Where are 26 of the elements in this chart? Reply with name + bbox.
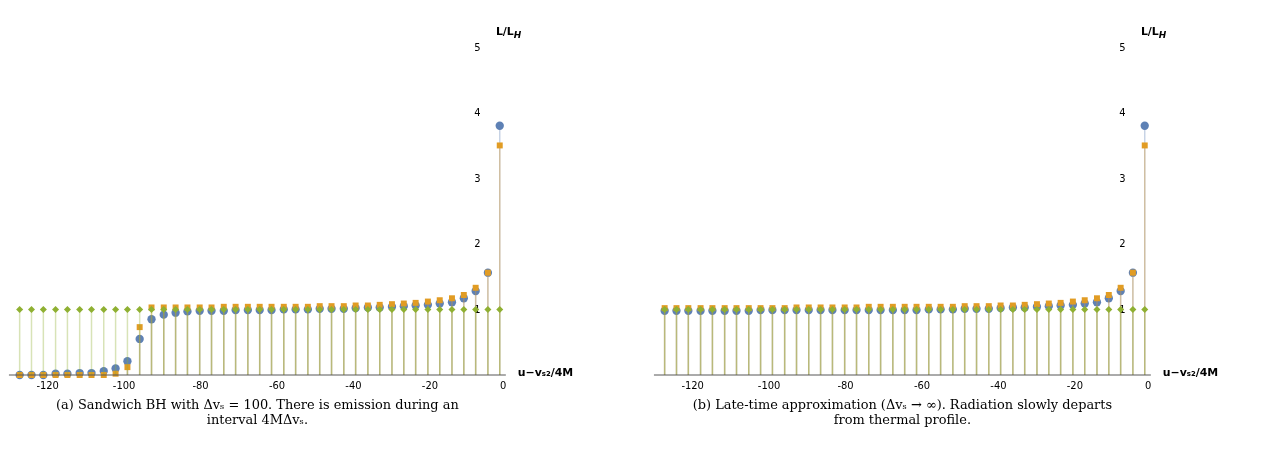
x-tick-label: -20: [1066, 380, 1084, 392]
x-tick-label: -40: [345, 380, 362, 392]
x-tick-label: -100: [757, 380, 781, 392]
y-tick-label: 5: [1119, 41, 1126, 53]
y-tick-label: 5: [474, 41, 481, 53]
y-tick-label: 2: [1119, 238, 1126, 250]
y-tick-label: 3: [1119, 172, 1126, 184]
y-tick-label: 4: [474, 107, 481, 119]
x-tick-label: 0: [1145, 380, 1152, 392]
x-tick-label: -60: [268, 380, 286, 392]
x-tick-label: -40: [990, 380, 1007, 392]
x-axis-title: u−vₛ₂/4M: [1162, 366, 1219, 380]
x-tick-label: -80: [837, 380, 854, 392]
x-tick-label: -100: [112, 380, 136, 392]
y-tick-label: 3: [474, 172, 481, 184]
x-tick-label: -20: [421, 380, 439, 392]
y-tick-label: 4: [1119, 107, 1126, 119]
x-tick-label: -80: [192, 380, 209, 392]
x-tick-label: 0: [500, 380, 507, 392]
x-tick-label: -120: [681, 380, 704, 392]
text: (b) Late-time approximation (Δvₛ → ∞). Radiation slowly departs from thermal profile.: [692, 396, 1113, 427]
x-axis-title: u−vₛ₂/4M: [517, 366, 574, 380]
x-tick-label: -120: [36, 380, 59, 392]
text: (a) Sandwich BH with Δvₛ = 100. There is emission during an interval 4MΔvₛ.: [56, 396, 459, 427]
y-tick-label: 2: [474, 238, 481, 250]
x-tick-label: -60: [913, 380, 931, 392]
